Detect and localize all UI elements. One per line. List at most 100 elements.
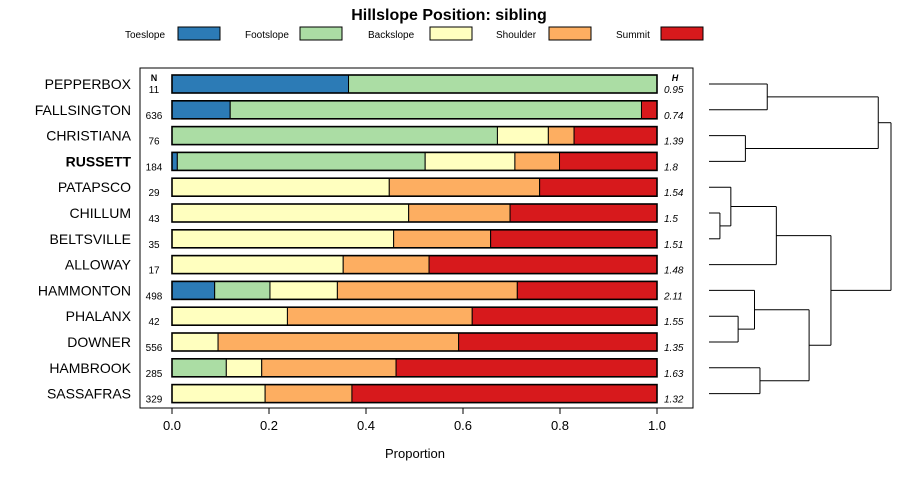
n-value-downer: 556	[146, 343, 163, 354]
x-tick-label-5: 1.0	[648, 418, 666, 433]
row-label-alloway: ALLOWAY	[65, 257, 132, 273]
h-value-russett: 1.8	[664, 162, 678, 173]
plot-frame	[139, 67, 694, 409]
legend-swatch-summit	[660, 26, 704, 41]
n-value-hammonton: 498	[146, 291, 163, 302]
bar-outline-patapsco	[171, 177, 658, 197]
bar-hammonton-toeslope	[171, 280, 216, 300]
bar-outline-sassafras	[171, 383, 658, 404]
legend-label-shoulder: Shoulder	[496, 30, 537, 41]
legend-label-footslope: Footslope	[245, 30, 289, 41]
x-axis-label: Proportion	[385, 446, 445, 461]
bar-patapsco-summit	[539, 177, 658, 197]
n-value-christiana: 76	[148, 137, 160, 148]
h-value-pepperbox: 0.95	[664, 85, 684, 96]
chart-title: Hillslope Position: sibling	[351, 7, 547, 24]
row-label-beltsville: BELTSVILLE	[50, 231, 131, 247]
row-label-phalanx: PHALANX	[66, 308, 132, 324]
legend-swatch-backslope	[429, 26, 473, 41]
row-label-hammonton: HAMMONTON	[38, 282, 131, 298]
x-tick-label-3: 0.6	[454, 418, 472, 433]
bar-fallsington-footslope	[229, 100, 642, 120]
h-value-alloway: 1.48	[664, 266, 684, 277]
n-header: N	[151, 73, 158, 83]
bar-outline-fallsington	[171, 100, 658, 120]
bar-pepperbox-toeslope	[171, 74, 350, 94]
bar-alloway-summit	[428, 255, 658, 275]
h-value-hammonton: 2.11	[663, 291, 683, 302]
bar-hammonton-summit	[516, 280, 658, 300]
bar-patapsco-shoulder	[388, 177, 541, 197]
bar-beltsville-backslope	[171, 229, 395, 249]
bar-patapsco-backslope	[171, 177, 390, 197]
bar-outline-alloway	[171, 254, 658, 275]
bar-phalanx-backslope	[171, 306, 288, 326]
bar-fallsington-toeslope	[171, 100, 231, 120]
n-value-beltsville: 35	[148, 240, 160, 251]
bar-outline-downer	[171, 332, 658, 352]
row-label-chillum: CHILLUM	[70, 205, 131, 221]
bar-phalanx-shoulder	[286, 306, 473, 326]
bar-outline-chillum	[171, 203, 658, 223]
bar-sassafras-shoulder	[264, 384, 353, 404]
h-value-beltsville: 1.51	[664, 240, 683, 251]
bar-hambrook-backslope	[225, 358, 263, 378]
bar-chillum-shoulder	[408, 203, 511, 223]
bar-hambrook-summit	[395, 358, 658, 378]
n-value-fallsington: 636	[146, 111, 163, 122]
bar-chillum-backslope	[171, 203, 410, 223]
bar-phalanx-summit	[471, 306, 658, 326]
legend-swatch-footslope	[299, 26, 343, 41]
legend-label-backslope: Backslope	[368, 30, 415, 41]
row-label-hambrook: HAMBROOK	[49, 360, 131, 376]
legend-swatch-toeslope	[177, 26, 221, 41]
n-value-pepperbox: 11	[149, 85, 160, 96]
bar-outline-pepperbox	[171, 74, 658, 94]
bar-downer-backslope	[171, 332, 219, 352]
bar-alloway-backslope	[171, 255, 344, 275]
bar-russett-footslope	[176, 151, 426, 171]
bar-outline-phalanx	[171, 306, 658, 327]
x-tick-label-4: 0.8	[551, 418, 569, 433]
bar-fallsington-summit	[640, 100, 658, 120]
bar-outline-christiana	[171, 125, 658, 146]
bar-sassafras-backslope	[171, 384, 266, 404]
h-value-sassafras: 1.32	[664, 395, 684, 406]
row-label-sassafras: SASSAFRAS	[47, 386, 131, 402]
bar-sassafras-summit	[351, 384, 658, 404]
x-tick-label-1: 0.2	[260, 418, 278, 433]
row-label-russett: RUSSETT	[66, 153, 132, 169]
row-label-christiana: CHRISTIANA	[46, 128, 131, 144]
h-value-hambrook: 1.63	[664, 369, 684, 380]
h-value-patapsco: 1.54	[664, 188, 684, 199]
row-label-fallsington: FALLSINGTON	[35, 102, 131, 118]
n-value-alloway: 17	[148, 266, 160, 277]
bar-hammonton-backslope	[269, 280, 338, 300]
bar-christiana-footslope	[171, 126, 498, 146]
row-label-patapsco: PATAPSCO	[58, 179, 131, 195]
legend-label-summit: Summit	[616, 30, 650, 41]
bar-christiana-shoulder	[547, 126, 575, 146]
h-value-christiana: 1.39	[664, 137, 684, 148]
bar-outline-beltsville	[171, 229, 658, 249]
bar-russett-shoulder	[514, 151, 561, 171]
bar-hammonton-shoulder	[336, 280, 518, 300]
bar-outline-russett	[171, 151, 658, 172]
h-header: H	[672, 73, 679, 83]
n-value-hambrook: 285	[146, 369, 163, 380]
n-value-phalanx: 42	[148, 317, 160, 328]
n-value-sassafras: 329	[146, 395, 163, 406]
bar-christiana-backslope	[496, 126, 549, 146]
bar-beltsville-summit	[490, 229, 658, 249]
bar-hammonton-footslope	[214, 280, 271, 300]
bar-beltsville-shoulder	[393, 229, 492, 249]
h-value-fallsington: 0.74	[664, 111, 684, 122]
n-value-russett: 184	[146, 162, 163, 173]
x-tick-label-2: 0.4	[357, 418, 375, 433]
legend-swatch-shoulder	[548, 26, 592, 41]
row-label-pepperbox: PEPPERBOX	[45, 76, 132, 92]
bar-chillum-summit	[509, 203, 658, 223]
bar-russett-summit	[559, 151, 658, 171]
